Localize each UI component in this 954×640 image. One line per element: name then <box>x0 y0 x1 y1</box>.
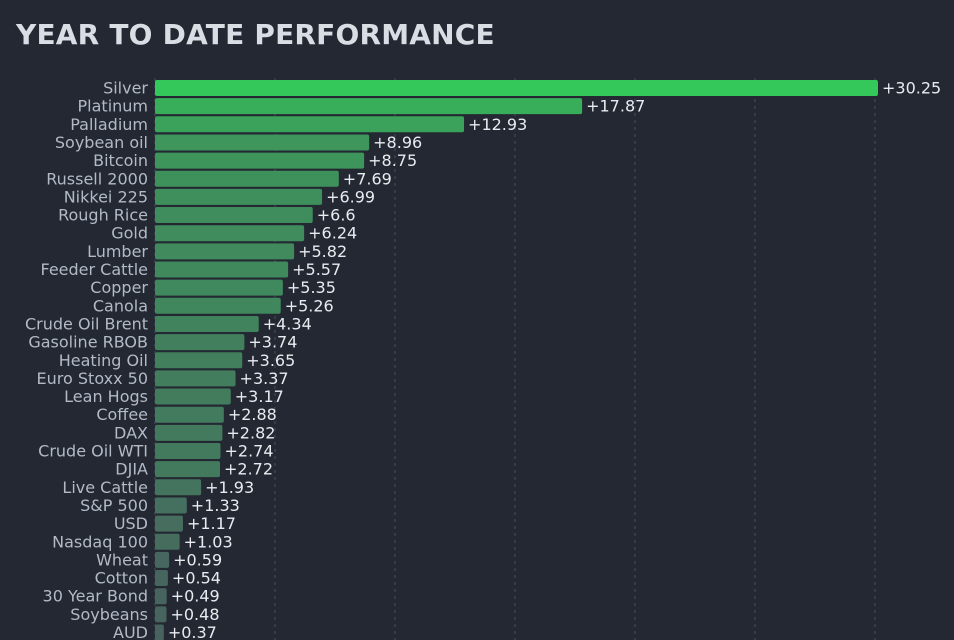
bar-19 <box>155 424 223 441</box>
bar-14 <box>155 334 245 351</box>
value-label-3: +8.96 <box>373 133 422 152</box>
chart-title: YEAR TO DATE PERFORMANCE <box>16 18 495 51</box>
category-label-24: USD <box>114 514 148 533</box>
bar-11 <box>155 279 283 296</box>
bar-28 <box>155 588 167 605</box>
bar-3 <box>155 134 370 151</box>
value-label-11: +5.35 <box>287 278 336 297</box>
bar-27 <box>155 570 168 587</box>
category-label-6: Nikkei 225 <box>64 187 148 206</box>
category-label-19: DAX <box>114 423 148 442</box>
bar-5 <box>155 170 339 187</box>
category-label-3: Soybean oil <box>55 133 148 152</box>
value-label-17: +3.17 <box>235 387 284 406</box>
bar-22 <box>155 479 202 496</box>
category-label-23: S&P 500 <box>80 496 148 515</box>
category-label-15: Heating Oil <box>59 351 148 370</box>
value-label-26: +0.59 <box>173 550 222 569</box>
value-label-1: +17.87 <box>586 97 645 116</box>
bar-25 <box>155 533 180 550</box>
value-label-21: +2.72 <box>224 460 273 479</box>
bar-8 <box>155 225 305 242</box>
bar-26 <box>155 551 170 568</box>
category-label-2: Palladium <box>70 115 148 134</box>
bar-15 <box>155 352 243 369</box>
category-label-18: Coffee <box>96 405 148 424</box>
bar-24 <box>155 515 183 532</box>
bar-4 <box>155 152 365 169</box>
category-label-22: Live Cattle <box>62 478 148 497</box>
value-label-8: +6.24 <box>308 224 357 243</box>
value-label-16: +3.37 <box>240 369 289 388</box>
value-label-6: +6.99 <box>326 187 375 206</box>
category-label-0: Silver <box>103 79 148 98</box>
value-label-10: +5.57 <box>292 260 341 279</box>
value-label-22: +1.93 <box>205 478 254 497</box>
value-label-19: +2.82 <box>226 423 275 442</box>
bar-0 <box>155 80 878 96</box>
bar-13 <box>155 315 259 332</box>
category-label-20: Crude Oil WTI <box>38 442 148 461</box>
value-label-18: +2.88 <box>228 405 277 424</box>
bars: Silver +30.25 Platinum +17.87 Palladium +12.9… <box>25 79 941 640</box>
category-label-29: Soybeans <box>70 605 148 624</box>
value-label-14: +3.74 <box>248 333 297 352</box>
category-label-8: Gold <box>111 224 148 243</box>
value-label-5: +7.69 <box>343 169 392 188</box>
value-label-25: +1.03 <box>184 532 233 551</box>
category-label-11: Copper <box>90 278 148 297</box>
bar-6 <box>155 188 323 205</box>
value-label-30: +0.37 <box>168 623 217 640</box>
category-label-17: Lean Hogs <box>64 387 148 406</box>
bar-17 <box>155 388 231 405</box>
category-label-4: Bitcoin <box>93 151 148 170</box>
bar-20 <box>155 443 221 459</box>
value-label-13: +4.34 <box>263 314 312 333</box>
category-label-16: Euro Stoxx 50 <box>37 369 148 388</box>
value-label-15: +3.65 <box>246 351 295 370</box>
bar-1 <box>155 98 583 115</box>
category-label-27: Cotton <box>95 569 148 588</box>
value-label-24: +1.17 <box>187 514 236 533</box>
value-label-2: +12.93 <box>468 115 527 134</box>
bar-7 <box>155 207 313 224</box>
category-label-25: Nasdaq 100 <box>52 532 148 551</box>
category-label-13: Crude Oil Brent <box>25 314 148 333</box>
value-label-0: +30.25 <box>882 79 941 98</box>
bar-23 <box>155 497 187 514</box>
category-label-30: AUD <box>113 623 148 640</box>
bar-21 <box>155 461 221 478</box>
bar-16 <box>155 370 236 387</box>
category-label-21: DJIA <box>115 460 148 479</box>
value-label-28: +0.49 <box>171 587 220 606</box>
bar-9 <box>155 243 295 260</box>
value-label-12: +5.26 <box>285 296 334 315</box>
category-label-1: Platinum <box>78 97 148 116</box>
category-label-14: Gasoline RBOB <box>28 333 148 352</box>
category-label-26: Wheat <box>96 550 148 569</box>
value-label-20: +2.74 <box>224 442 273 461</box>
value-label-27: +0.54 <box>172 569 221 588</box>
category-label-7: Rough Rice <box>58 206 148 225</box>
category-label-5: Russell 2000 <box>46 169 148 188</box>
value-label-9: +5.82 <box>298 242 347 261</box>
bar-10 <box>155 261 289 278</box>
category-label-12: Canola <box>93 296 148 315</box>
bar-30 <box>155 624 164 640</box>
bar-29 <box>155 606 167 623</box>
bar-18 <box>155 406 224 423</box>
category-label-9: Lumber <box>87 242 148 261</box>
bar-2 <box>155 116 465 133</box>
value-label-23: +1.33 <box>191 496 240 515</box>
value-label-4: +8.75 <box>368 151 417 170</box>
category-label-28: 30 Year Bond <box>43 587 148 606</box>
category-label-10: Feeder Cattle <box>41 260 149 279</box>
value-label-7: +6.6 <box>317 206 356 225</box>
bar-12 <box>155 297 281 314</box>
value-label-29: +0.48 <box>170 605 219 624</box>
